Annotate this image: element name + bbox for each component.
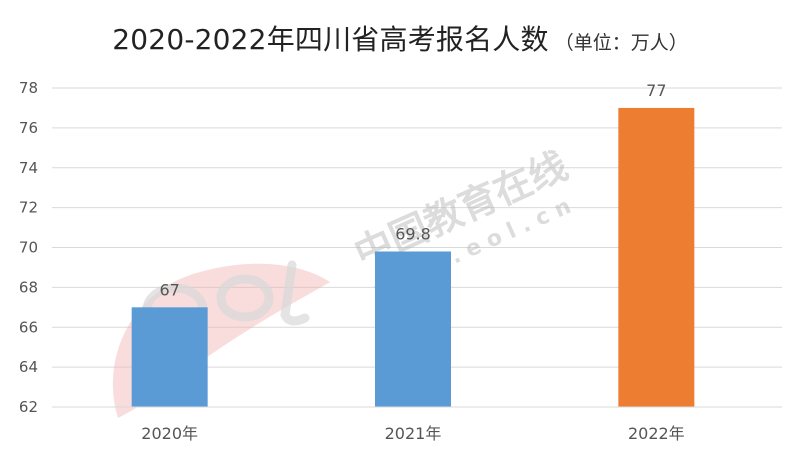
- chart-unit-note: （单位：万人）: [554, 32, 688, 54]
- y-tick-label: 78: [19, 79, 38, 97]
- y-tick-label: 62: [19, 398, 38, 416]
- data-labels: 67 69.8 77: [159, 81, 666, 299]
- bar: [131, 307, 208, 407]
- x-tick-label: 2022年: [628, 424, 685, 443]
- data-label: 67: [159, 280, 179, 299]
- bar: [375, 251, 451, 407]
- y-tick-label: 64: [19, 358, 38, 376]
- chart-title: 2020-2022年四川省高考报名人数: [112, 23, 549, 56]
- logo-l-shape: [280, 260, 310, 326]
- x-axis: 2020年 2021年 2022年: [52, 406, 782, 443]
- y-tick-label: 72: [19, 199, 38, 217]
- bars: [131, 107, 695, 407]
- data-label: 77: [646, 81, 666, 100]
- logo-o-shape: [216, 274, 274, 322]
- x-tick-label: 2021年: [385, 424, 442, 443]
- y-tick-label: 74: [19, 159, 38, 177]
- chart-title-block: 2020-2022年四川省高考报名人数 （单位：万人）: [0, 18, 800, 58]
- y-axis: 62 64 66 68 70 72 74 76 78: [19, 79, 38, 416]
- y-tick-label: 68: [19, 278, 38, 296]
- bar: [618, 107, 695, 407]
- y-tick-label: 66: [19, 318, 38, 336]
- x-tick-label: 2020年: [141, 424, 198, 443]
- y-tick-label: 70: [19, 239, 38, 257]
- data-label: 69.8: [395, 224, 431, 243]
- y-tick-label: 76: [19, 119, 38, 137]
